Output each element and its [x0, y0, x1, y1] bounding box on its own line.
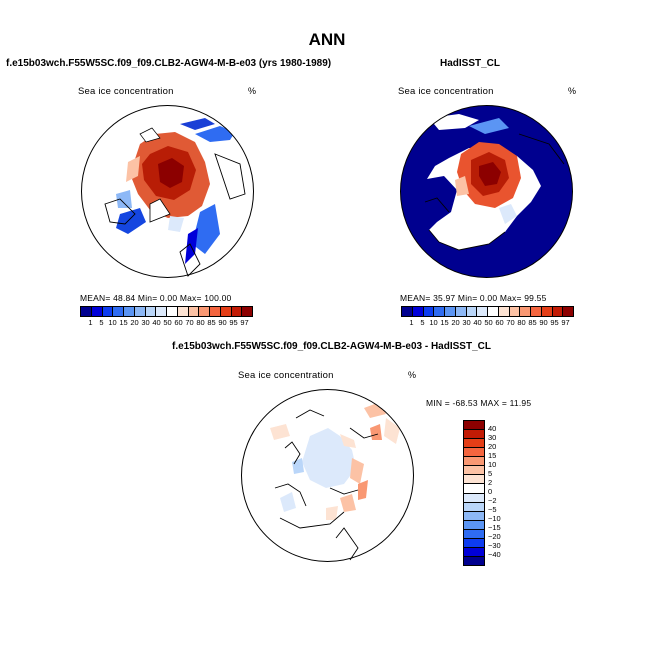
cbar-label: 10 [488, 460, 497, 469]
cbar-label: 90 [539, 318, 548, 327]
cbar-label: 10 [429, 318, 438, 327]
obs-stats: MEAN= 35.97 Min= 0.00 Max= 99.55 [400, 293, 547, 303]
cbar-label: 90 [218, 318, 227, 327]
cbar-label: 0 [488, 487, 493, 496]
model-polar-map [81, 105, 254, 278]
model-colorbar-labels: 1 5 10 15 20 30 40 50 60 70 80 85 90 95 … [85, 318, 250, 327]
diff-variable-label: Sea ice concentration [238, 370, 334, 381]
obs-units-label: % [568, 86, 577, 96]
cbar-label: 1 [88, 318, 93, 327]
diff-polar-map [241, 389, 414, 562]
cbar-label: 30 [462, 318, 471, 327]
cbar-label: 60 [495, 318, 504, 327]
model-variable-label: Sea ice concentration [78, 86, 174, 97]
diff-colorbar [463, 420, 485, 566]
cbar-label: 80 [196, 318, 205, 327]
diff-panel-title: f.e15b03wch.F55W5SC.f09_f09.CLB2-AGW4-M-… [172, 341, 491, 352]
figure-title: ANN [308, 30, 346, 49]
cbar-label: 15 [440, 318, 449, 327]
cbar-label: 70 [185, 318, 194, 327]
model-colorbar [80, 306, 253, 317]
cbar-label: 97 [561, 318, 570, 327]
cbar-label: 70 [506, 318, 515, 327]
cbar-label: 80 [517, 318, 526, 327]
cbar-label: −20 [488, 532, 501, 541]
cbar-label: 15 [119, 318, 128, 327]
diff-units-label: % [408, 370, 417, 380]
cbar-label: 85 [207, 318, 216, 327]
cbar-label: 95 [229, 318, 238, 327]
cbar-label: 2 [488, 478, 493, 487]
cbar-label: 30 [141, 318, 150, 327]
cbar-label: −15 [488, 523, 501, 532]
cbar-label: 95 [550, 318, 559, 327]
cbar-label: 20 [488, 442, 497, 451]
obs-colorbar-labels: 1 5 10 15 20 30 40 50 60 70 80 85 90 95 … [406, 318, 571, 327]
diff-colorbar-labels: 40 30 20 15 10 5 2 0 −2 −5 −10 −15 −20 −… [488, 420, 518, 564]
cbar-label: 30 [488, 433, 497, 442]
cbar-label: 50 [484, 318, 493, 327]
cbar-label: 1 [409, 318, 414, 327]
cbar-label: 10 [108, 318, 117, 327]
cbar-label: −2 [488, 496, 497, 505]
cbar-label: 40 [488, 424, 497, 433]
cbar-label: −40 [488, 550, 501, 559]
cbar-label: 50 [163, 318, 172, 327]
cbar-label: 85 [528, 318, 537, 327]
cbar-label: 20 [451, 318, 460, 327]
cbar-label: 97 [240, 318, 249, 327]
cbar-label: 20 [130, 318, 139, 327]
diff-stats: MIN = -68.53 MAX = 11.95 [426, 398, 532, 408]
cbar-label: −10 [488, 514, 501, 523]
model-stats: MEAN= 48.84 Min= 0.00 Max= 100.00 [80, 293, 232, 303]
model-units-label: % [248, 86, 257, 96]
cbar-label: 5 [488, 469, 493, 478]
cbar-label: −5 [488, 505, 497, 514]
cbar-label: 40 [152, 318, 161, 327]
obs-panel-title: HadISST_CL [440, 58, 501, 69]
obs-polar-map [400, 105, 573, 278]
cbar-label: 5 [99, 318, 104, 327]
cbar-label: −30 [488, 541, 501, 550]
cbar-label: 15 [488, 451, 497, 460]
cbar-label: 40 [473, 318, 482, 327]
cbar-label: 60 [174, 318, 183, 327]
cbar-label: 5 [420, 318, 425, 327]
obs-variable-label: Sea ice concentration [398, 86, 494, 97]
obs-colorbar [401, 306, 574, 317]
model-panel-title: f.e15b03wch.F55W5SC.f09_f09.CLB2-AGW4-M-… [6, 58, 332, 69]
